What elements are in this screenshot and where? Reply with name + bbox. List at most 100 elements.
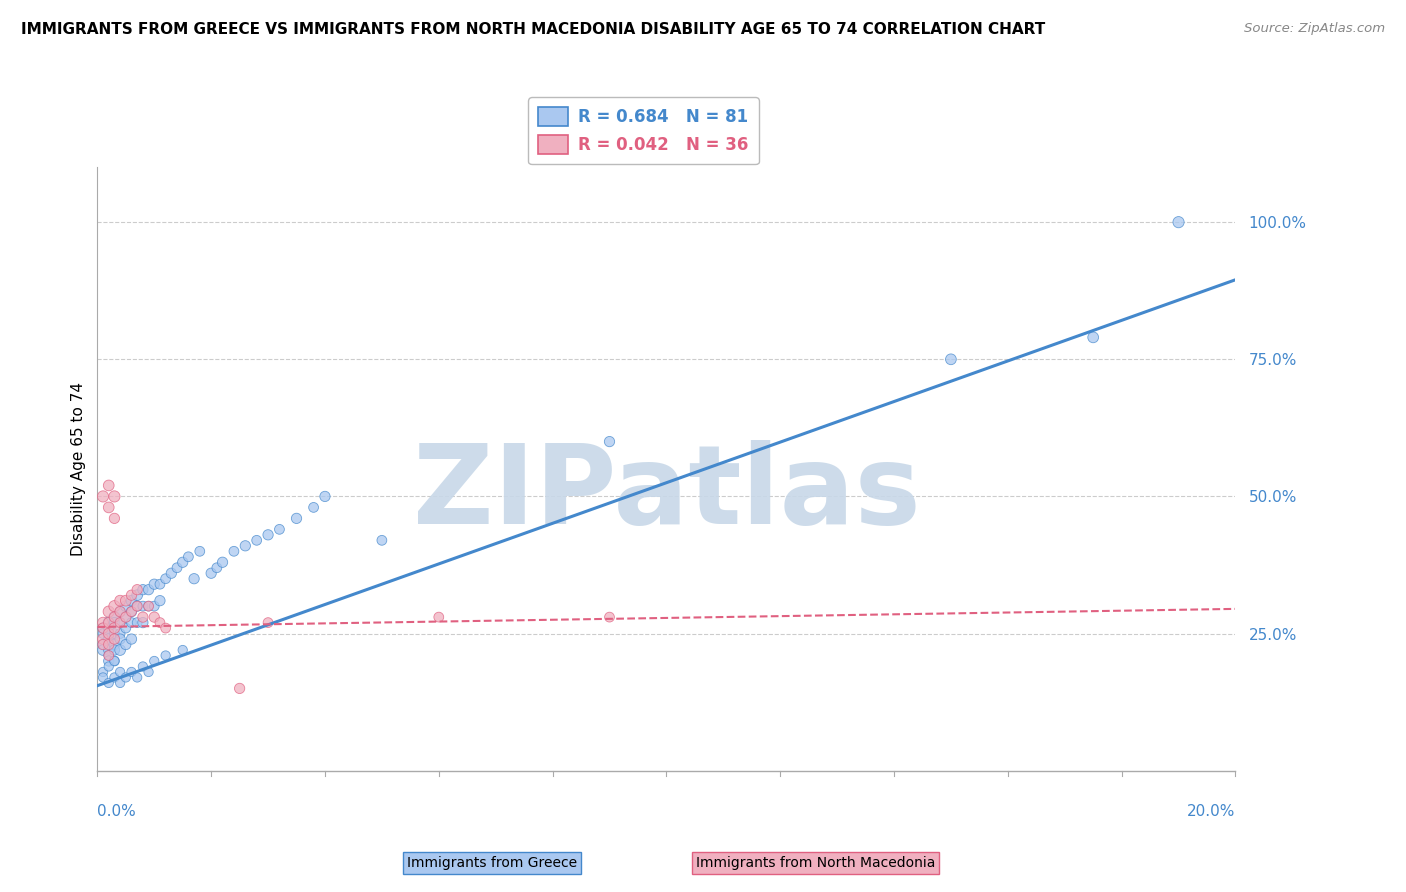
Point <box>114 610 136 624</box>
Point <box>166 560 188 574</box>
Point <box>314 490 336 504</box>
Point <box>143 654 166 668</box>
Point <box>91 626 114 640</box>
Point <box>91 632 114 646</box>
Point <box>97 632 120 646</box>
Y-axis label: Disability Age 65 to 74: Disability Age 65 to 74 <box>72 382 86 556</box>
Point <box>97 478 120 492</box>
Point <box>155 621 177 635</box>
Point <box>143 599 166 614</box>
Point <box>103 490 125 504</box>
Point <box>121 632 143 646</box>
Point <box>149 577 172 591</box>
Point <box>103 615 125 630</box>
Point <box>127 670 149 684</box>
Point <box>143 610 166 624</box>
Point <box>97 676 120 690</box>
Point <box>138 665 160 679</box>
Point <box>114 599 136 614</box>
Point <box>103 610 125 624</box>
Text: IMMIGRANTS FROM GREECE VS IMMIGRANTS FROM NORTH MACEDONIA DISABILITY AGE 65 TO 7: IMMIGRANTS FROM GREECE VS IMMIGRANTS FRO… <box>21 22 1045 37</box>
Point <box>188 544 211 558</box>
Point <box>246 533 269 548</box>
Point <box>427 610 450 624</box>
Point <box>97 605 120 619</box>
Point <box>939 352 962 367</box>
Point <box>138 599 160 614</box>
Point <box>285 511 308 525</box>
Point <box>127 582 149 597</box>
Point <box>91 490 114 504</box>
Point <box>108 605 131 619</box>
Text: 20.0%: 20.0% <box>1187 804 1236 819</box>
Legend: R = 0.684   N = 81, R = 0.042   N = 36: R = 0.684 N = 81, R = 0.042 N = 36 <box>529 97 759 164</box>
Point <box>97 643 120 657</box>
Point <box>183 572 205 586</box>
Point <box>108 593 131 607</box>
Point <box>138 599 160 614</box>
Point <box>97 500 120 515</box>
Point <box>103 654 125 668</box>
Point <box>121 588 143 602</box>
Point <box>172 643 194 657</box>
Point <box>91 638 114 652</box>
Point <box>91 670 114 684</box>
Point <box>91 621 114 635</box>
Point <box>97 626 120 640</box>
Point <box>211 555 233 569</box>
Point <box>97 648 120 663</box>
Point <box>121 665 143 679</box>
Point <box>114 610 136 624</box>
Point <box>257 615 280 630</box>
Point <box>143 577 166 591</box>
Text: Source: ZipAtlas.com: Source: ZipAtlas.com <box>1244 22 1385 36</box>
Point <box>103 670 125 684</box>
Point <box>108 615 131 630</box>
Point <box>598 434 620 449</box>
Point <box>97 648 120 663</box>
Point <box>1167 215 1189 229</box>
Point <box>97 621 120 635</box>
Point <box>121 605 143 619</box>
Point <box>127 588 149 602</box>
Point <box>91 638 114 652</box>
Point <box>127 615 149 630</box>
Point <box>97 654 120 668</box>
Point <box>97 615 120 630</box>
Point <box>108 676 131 690</box>
Text: ZIPatlas: ZIPatlas <box>412 440 921 547</box>
Point <box>121 615 143 630</box>
Point <box>97 626 120 640</box>
Point <box>127 599 149 614</box>
Point <box>97 638 120 652</box>
Point <box>103 511 125 525</box>
Point <box>132 615 155 630</box>
Point <box>177 549 200 564</box>
Point <box>103 643 125 657</box>
Point <box>1083 330 1105 344</box>
Point <box>205 560 228 574</box>
Point <box>97 615 120 630</box>
Point <box>103 626 125 640</box>
Point <box>114 670 136 684</box>
Point <box>228 681 250 696</box>
Point <box>108 605 131 619</box>
Point <box>138 582 160 597</box>
Point <box>132 610 155 624</box>
Point <box>127 599 149 614</box>
Point <box>114 621 136 635</box>
Point <box>91 665 114 679</box>
Point <box>97 659 120 673</box>
Point <box>91 643 114 657</box>
Point <box>155 572 177 586</box>
Point <box>132 599 155 614</box>
Point <box>103 610 125 624</box>
Point <box>155 648 177 663</box>
Point <box>108 615 131 630</box>
Point <box>108 643 131 657</box>
Point <box>103 621 125 635</box>
Point <box>222 544 245 558</box>
Point <box>108 632 131 646</box>
Point <box>121 593 143 607</box>
Text: 0.0%: 0.0% <box>97 804 136 819</box>
